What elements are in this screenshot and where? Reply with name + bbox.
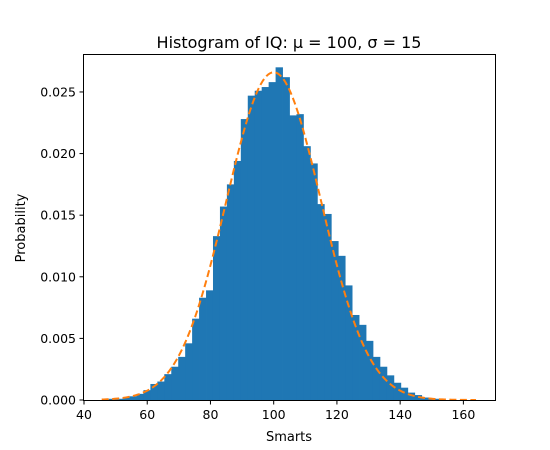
histogram-bar — [192, 318, 200, 400]
normal-fit-curve — [101, 71, 477, 401]
histogram-bar — [122, 397, 130, 400]
x-axis-label: Smarts — [266, 430, 312, 445]
histogram-bar — [407, 392, 416, 400]
histogram-bar — [206, 290, 214, 400]
histogram-bar — [400, 387, 409, 400]
y-axis-label: Probability — [14, 193, 29, 262]
histogram-bar — [379, 366, 388, 400]
histogram-bar — [296, 114, 304, 400]
x-tick-label: 100 — [262, 407, 286, 422]
histogram-bar — [240, 119, 249, 400]
histogram-bar — [372, 356, 381, 401]
histogram-bar — [171, 366, 179, 400]
histogram-bar — [268, 82, 276, 401]
histogram-bar — [282, 77, 290, 401]
histogram-bar — [199, 297, 207, 400]
histogram-bar — [324, 213, 332, 400]
x-tick-label: 80 — [203, 407, 219, 422]
histogram-bar — [129, 396, 137, 400]
histogram-bar — [185, 343, 193, 400]
histogram-bar — [366, 340, 374, 400]
histogram-bar — [115, 398, 123, 400]
histogram-bar — [359, 324, 367, 400]
histogram-bar — [150, 383, 158, 400]
x-tick-label: 60 — [139, 407, 155, 422]
histogram-bar — [178, 356, 186, 401]
y-tick-label: 0.015 — [40, 208, 76, 223]
y-tick-label: 0.025 — [40, 84, 76, 99]
histogram-bar — [331, 241, 339, 400]
histogram-bar — [261, 87, 270, 400]
histogram-bar — [212, 236, 221, 401]
histogram-bar — [164, 374, 172, 401]
histogram-bar — [136, 393, 144, 400]
histogram-bar — [345, 285, 353, 400]
histogram-bar — [226, 184, 235, 401]
histogram-bar — [254, 90, 263, 400]
histogram-bars — [108, 67, 443, 401]
x-tick-label: 140 — [388, 407, 412, 422]
histogram-bar — [233, 160, 242, 400]
histogram-bar — [289, 115, 297, 401]
histogram-bar — [247, 95, 256, 400]
histogram-bar — [352, 314, 360, 400]
histogram-bar — [275, 67, 283, 400]
histogram-bar — [303, 146, 311, 400]
histogram-bar — [310, 163, 318, 400]
x-tick-label: 120 — [325, 407, 349, 422]
histogram-bar — [143, 390, 151, 400]
histogram-bar — [421, 397, 430, 400]
histogram-bar — [317, 204, 325, 400]
x-tick-label: 40 — [76, 407, 92, 422]
y-tick-label: 0.005 — [40, 331, 76, 346]
y-tick-label: 0.000 — [40, 393, 76, 408]
x-tick-label: 160 — [451, 407, 475, 422]
y-axis: 0.000 0.005 0.010 0.015 0.020 0.025 — [40, 84, 84, 408]
chart-title: Histogram of IQ: μ = 100, σ = 15 — [157, 33, 422, 52]
histogram-bar — [393, 382, 402, 400]
y-tick-label: 0.020 — [40, 146, 76, 161]
histogram-bar — [338, 255, 346, 400]
histogram-bar — [219, 206, 228, 400]
x-axis: 40 60 80 100 120 140 160 — [76, 400, 475, 422]
histogram-bar — [386, 375, 395, 400]
y-tick-label: 0.010 — [40, 269, 76, 284]
plot-frame — [83, 54, 496, 401]
histogram-bar — [157, 381, 165, 400]
